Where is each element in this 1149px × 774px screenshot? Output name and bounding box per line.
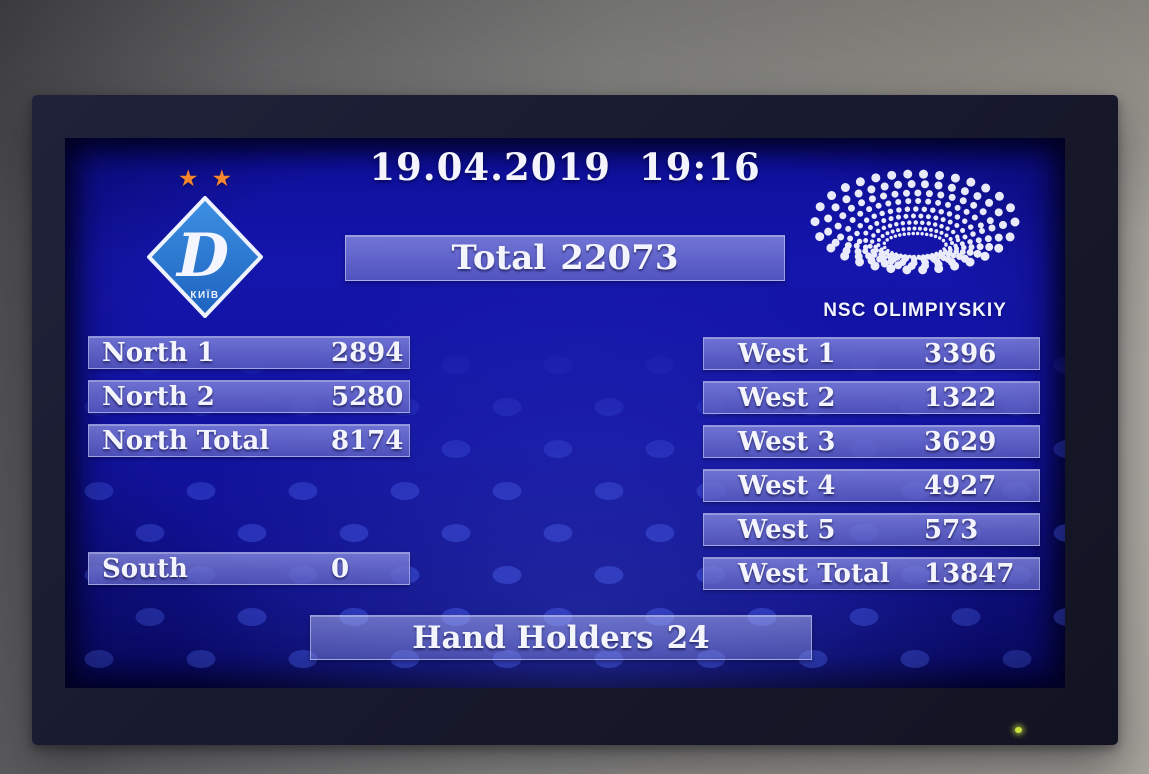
row-label: West Total [738, 559, 890, 589]
tv-frame: 19.04.2019 19:16 ★ ★ D КИЇВ [32, 95, 1118, 745]
row-west-4: West 4 4927 [703, 469, 1040, 502]
row-west-5: West 5 573 [703, 513, 1040, 546]
power-led [1015, 727, 1022, 733]
date-text: 19.04.2019 [369, 145, 612, 189]
row-value: 3396 [924, 339, 997, 369]
row-label: North Total [102, 426, 270, 456]
row-value: 4927 [924, 471, 997, 501]
row-north-total: North Total 8174 [88, 424, 410, 457]
star-icon: ★ [211, 166, 233, 192]
dynamo-city-label: КИЇВ [190, 288, 219, 301]
dynamo-kyiv-logo: ★ ★ D КИЇВ [143, 166, 267, 322]
total-label: Total [451, 238, 547, 278]
row-label: West 4 [738, 471, 836, 501]
stadium-dots-icon [810, 169, 1020, 275]
row-value: 3629 [924, 427, 997, 457]
time-text: 19:16 [639, 145, 761, 189]
hand-holders-value: 24 [666, 619, 710, 656]
row-south: South 0 [88, 552, 410, 585]
row-label: North 1 [102, 338, 215, 368]
row-west-2: West 2 1322 [703, 381, 1040, 414]
dynamo-letter: D [175, 221, 229, 291]
row-value: 573 [924, 515, 979, 545]
row-label: West 3 [738, 427, 836, 457]
nsc-olimpiyskiy-logo: NSC OLIMPIYSKIY [798, 164, 1032, 322]
total-value: 22073 [560, 238, 679, 278]
row-value: 0 [331, 554, 350, 584]
nsc-name: NSC OLIMPIYSKIY [798, 300, 1032, 322]
star-icon: ★ [177, 166, 199, 192]
row-value: 13847 [924, 559, 1015, 589]
row-label: North 2 [102, 382, 215, 412]
row-label: West 1 [738, 339, 836, 369]
nsc-name-bold: OLIMPIYSKIY [873, 300, 1007, 321]
row-north-2: North 2 5280 [88, 380, 410, 413]
row-label: West 5 [738, 515, 836, 545]
hand-holders-bar: Hand Holders 24 [310, 615, 812, 660]
champion-stars: ★ ★ [143, 166, 267, 196]
row-value: 8174 [331, 426, 404, 456]
row-value: 2894 [331, 338, 404, 368]
dynamo-badge-icon: D КИЇВ [147, 196, 263, 318]
row-west-1: West 1 3396 [703, 337, 1040, 370]
total-bar: Total 22073 [345, 235, 785, 281]
nsc-name-regular: NSC [823, 300, 867, 321]
datetime-header: 19.04.2019 19:16 [65, 145, 1065, 189]
row-label: South [102, 554, 188, 584]
row-west-total: West Total 13847 [703, 557, 1040, 590]
row-north-1: North 1 2894 [88, 336, 410, 369]
row-west-3: West 3 3629 [703, 425, 1040, 458]
row-value: 5280 [331, 382, 404, 412]
row-label: West 2 [738, 383, 836, 413]
attendance-display-screen: 19.04.2019 19:16 ★ ★ D КИЇВ [65, 138, 1065, 688]
row-value: 1322 [924, 383, 997, 413]
hand-holders-label: Hand Holders [412, 619, 654, 656]
